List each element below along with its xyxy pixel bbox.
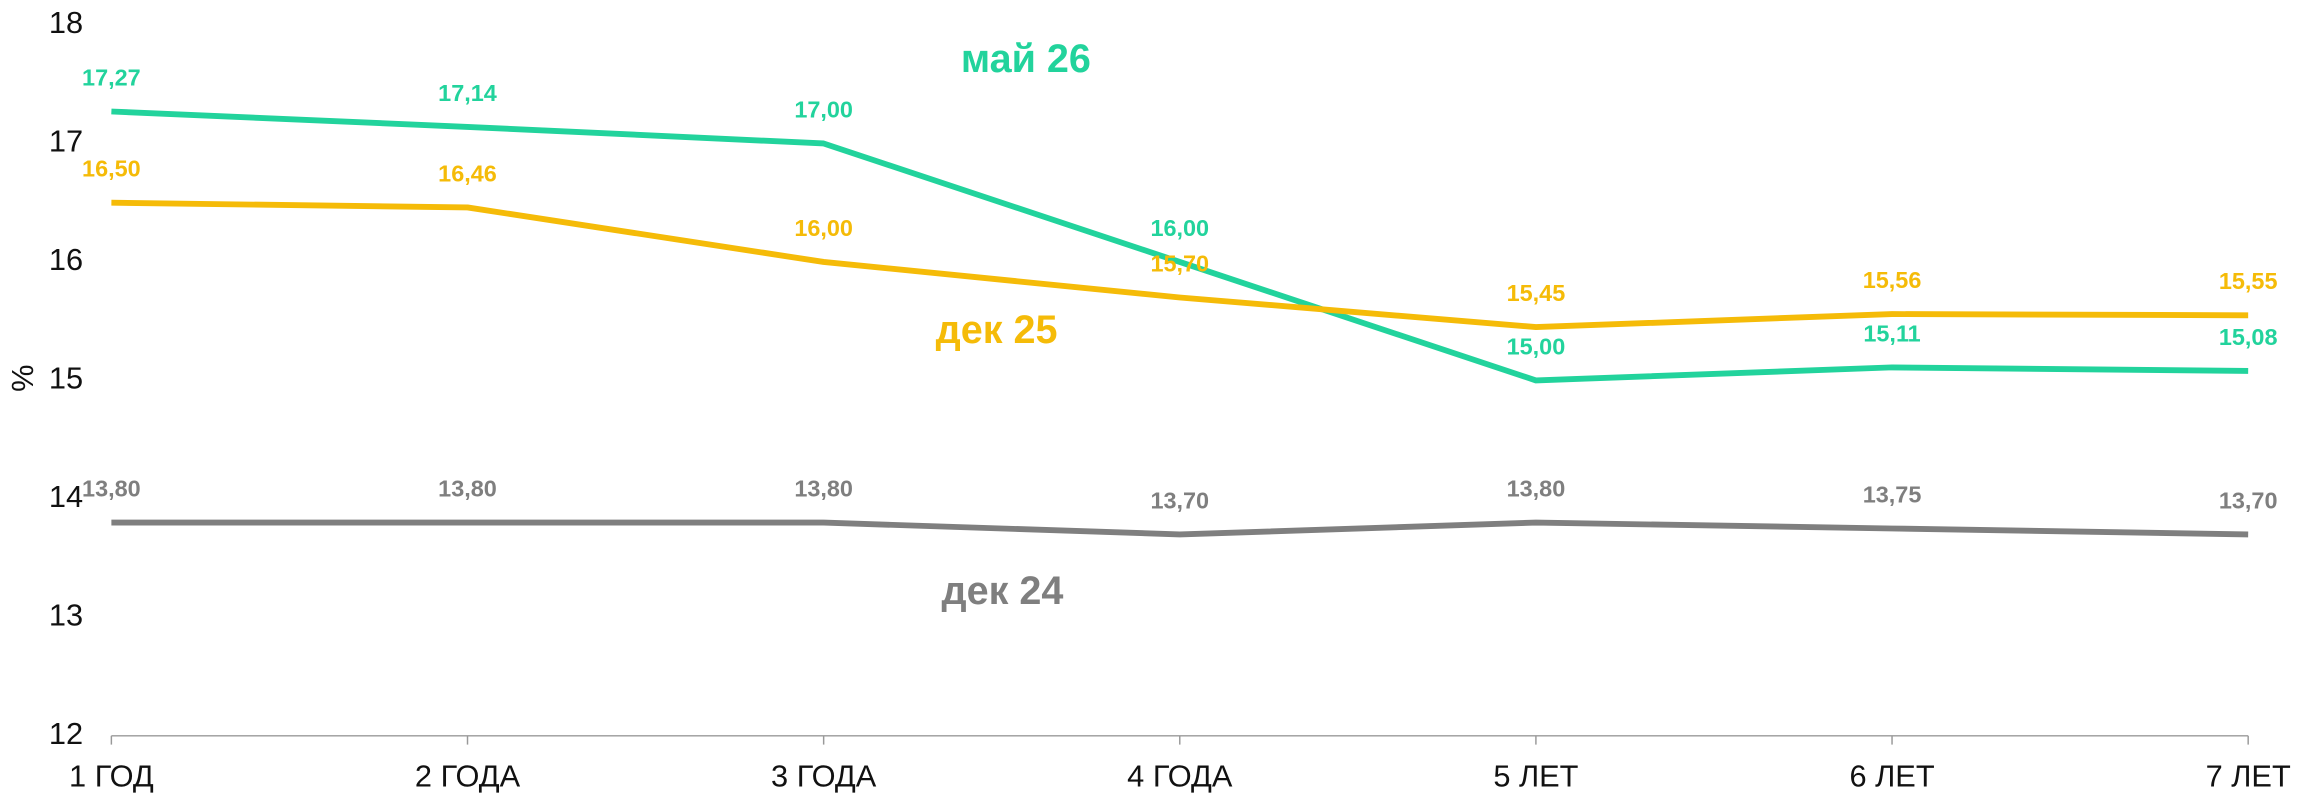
series-line — [111, 199, 2249, 331]
x-tick-label: 2 ГОДА — [415, 758, 521, 793]
y-tick-label: 17 — [49, 124, 83, 159]
data-label: 13,80 — [438, 476, 497, 502]
y-tick-label: 14 — [49, 479, 83, 514]
x-tick-label: 6 ЛЕТ — [1849, 758, 1934, 793]
y-tick-label: 15 — [49, 361, 83, 396]
data-label: 15,00 — [1507, 333, 1566, 359]
data-label: 13,70 — [2219, 487, 2278, 513]
data-label: 15,45 — [1507, 280, 1566, 306]
data-label: 16,00 — [794, 215, 853, 241]
data-label: 17,00 — [794, 96, 853, 122]
data-label: 17,27 — [82, 64, 141, 90]
series-line — [111, 519, 2249, 538]
x-tick-label: 3 ГОДА — [771, 758, 877, 793]
data-label: 16,50 — [82, 156, 141, 182]
data-label: 13,75 — [1863, 481, 1922, 507]
data-label: 15,55 — [2219, 268, 2278, 294]
data-label: 15,70 — [1150, 250, 1209, 276]
data-label: 13,80 — [82, 476, 141, 502]
x-tick-label: 7 ЛЕТ — [2206, 758, 2291, 793]
x-tick-label: 5 ЛЕТ — [1493, 758, 1578, 793]
y-axis-label: % — [5, 365, 40, 392]
series-name: май 26 — [961, 37, 1091, 81]
data-label: 15,56 — [1863, 267, 1922, 293]
data-label: 13,80 — [1507, 476, 1566, 502]
y-tick-label: 13 — [49, 597, 83, 632]
y-tick-label: 18 — [49, 5, 83, 40]
series-line — [111, 108, 2249, 384]
series-name: дек 25 — [936, 308, 1058, 352]
y-tick-label: 16 — [49, 242, 83, 277]
data-label: 15,11 — [1863, 320, 1920, 346]
data-label: 13,70 — [1150, 487, 1209, 513]
data-label: 17,14 — [438, 80, 497, 106]
x-tick-label: 4 ГОДА — [1127, 758, 1233, 793]
x-tick-label: 1 ГОД — [69, 758, 154, 793]
data-label: 16,46 — [438, 160, 497, 186]
data-label: 16,00 — [1150, 215, 1209, 241]
series-name: дек 24 — [941, 569, 1063, 613]
data-label: 15,08 — [2219, 324, 2278, 350]
data-label: 13,80 — [794, 476, 853, 502]
y-tick-label: 12 — [49, 716, 83, 751]
